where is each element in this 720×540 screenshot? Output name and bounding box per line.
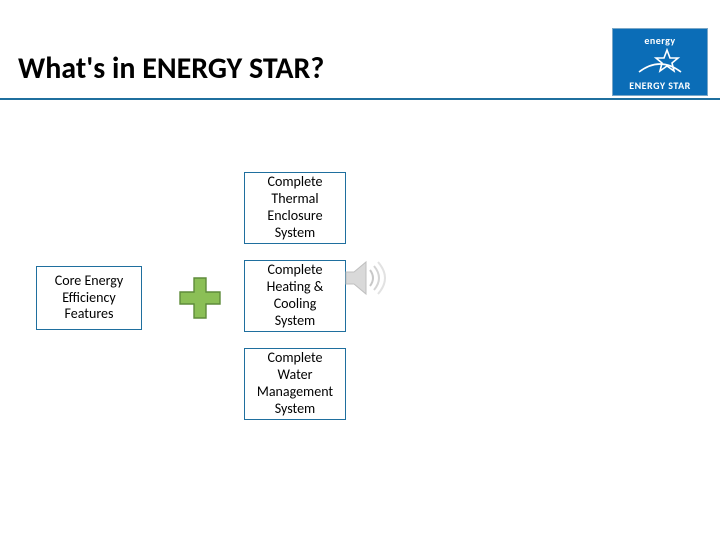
- logo-label-bottom: ENERGY STAR: [629, 79, 691, 92]
- box-heating-text: CompleteHeating &CoolingSystem: [267, 262, 324, 329]
- box-thermal: CompleteThermalEnclosureSystem: [244, 172, 346, 244]
- box-core-text: Core EnergyEfficiencyFeatures: [55, 273, 123, 323]
- box-water: CompleteWaterManagementSystem: [244, 348, 346, 420]
- box-water-text: CompleteWaterManagementSystem: [257, 350, 333, 417]
- logo-label-top: energy: [644, 34, 675, 47]
- page-title: What's in ENERGY STAR?: [18, 50, 324, 87]
- star-icon: [637, 48, 683, 78]
- box-core-energy: Core EnergyEfficiencyFeatures: [36, 266, 142, 330]
- box-heating: CompleteHeating &CoolingSystem: [244, 260, 346, 332]
- plus-icon: [178, 276, 222, 320]
- energy-star-logo: energy ENERGY STAR: [612, 28, 708, 96]
- speaker-icon: [344, 258, 390, 298]
- box-thermal-text: CompleteThermalEnclosureSystem: [267, 174, 322, 241]
- title-underline: [0, 98, 720, 100]
